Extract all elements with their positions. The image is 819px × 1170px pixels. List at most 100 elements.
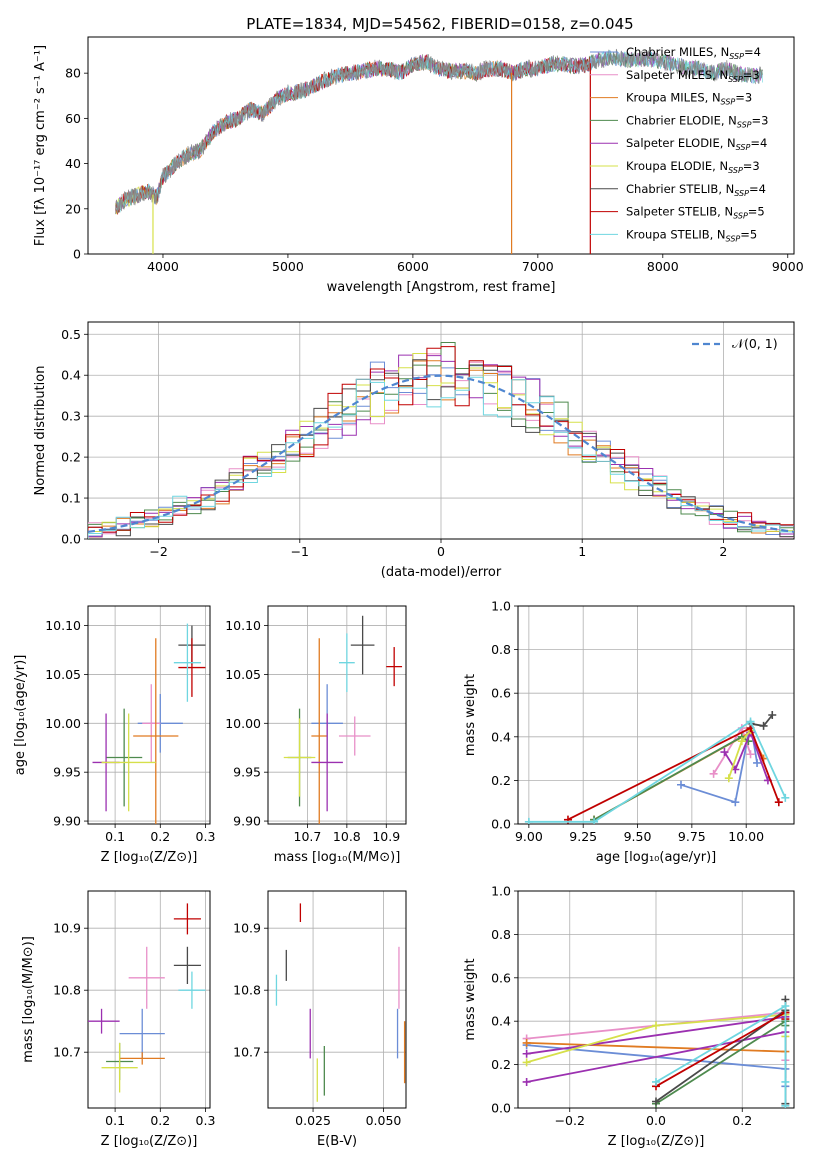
residual_hist-xtick-label: −2 — [149, 544, 167, 559]
line-chabrier-stelib-marker — [768, 711, 777, 719]
residual_hist-ytick-label: 0.2 — [61, 450, 81, 465]
weight_vs_Z-xtick-label: 0.2 — [732, 1113, 752, 1128]
line-kroupa-stelib-marker — [746, 717, 755, 726]
line-salpeter-miles-marker — [709, 769, 718, 778]
mass_vs_Z-ytick-label: 10.7 — [53, 1045, 81, 1060]
residual_hist-ytick-label: 0.4 — [61, 368, 81, 383]
age_vs_mass-xtick-label: 10.9 — [372, 829, 400, 844]
weight_vs_age-xtick-label: 10.00 — [728, 829, 764, 844]
line-kroupa-elodie-marker — [652, 1021, 660, 1030]
age_vs_Z-xlabel: Z [log₁₀(Z/Z⊙)] — [101, 850, 198, 865]
age_vs_mass-xlabel: mass [log₁₀(M/M⊙)] — [274, 850, 401, 865]
mass_vs_Z-xlabel: Z [log₁₀(Z/Z⊙)] — [101, 1134, 198, 1149]
normal-distribution-curve — [88, 374, 794, 533]
weight_vs_Z-ytick-label: 1.0 — [491, 884, 511, 899]
line-salpeter-stelib-marker — [774, 798, 783, 807]
weight_vs_age-ytick-label: 0.8 — [491, 642, 511, 657]
line-kroupa-elodie-marker — [737, 737, 746, 746]
model-line-kroupa-stelib — [115, 50, 763, 213]
line-kroupa-stelib-marker — [652, 1077, 660, 1086]
weight_vs_Z-ytick-label: 0.4 — [491, 1014, 511, 1029]
age_vs_Z-ylabel: age [log₁₀(age/yr)] — [13, 655, 28, 776]
line-kroupa-miles-marker — [522, 1038, 531, 1047]
legend-label: Kroupa ELODIE, NSSP=3 — [626, 159, 760, 175]
spectrum-ylabel: Flux [fλ 10⁻¹⁷ erg cm⁻² s⁻¹ A⁻¹] — [33, 45, 48, 246]
line-chabrier-stelib-marker — [652, 1097, 660, 1106]
age_vs_Z-ytick-label: 10.00 — [45, 716, 81, 731]
mass_vs_Z-ytick-label: 10.8 — [53, 983, 81, 998]
legend-label: Salpeter STELIB, NSSP=5 — [626, 205, 765, 221]
weight_vs_age-ytick-label: 0.4 — [491, 729, 511, 744]
line-kroupa-stelib-marker — [781, 1101, 790, 1108]
age_vs_mass-ytick-label: 10.10 — [225, 618, 261, 633]
mass_vs_Z-xtick-label: 0.2 — [150, 1113, 170, 1128]
residual_hist-xtick-label: 0 — [437, 544, 445, 559]
line-salpeter-elodie-marker — [522, 1049, 531, 1058]
spectrum-xtick-label: 6000 — [397, 259, 429, 274]
weight_vs_Z-xtick-label: −0.2 — [555, 1113, 585, 1128]
legend-label: Kroupa STELIB, NSSP=5 — [626, 227, 757, 243]
line-kroupa-stelib — [528, 720, 787, 823]
line-kroupa-stelib-marker — [781, 1002, 790, 1011]
weight_vs_age-axes: 9.00 9.25 9.50 9.75 10.00 0.0 0.2 0.4 0.6 0.8 1.0 a… — [463, 599, 795, 865]
residual_hist-ylabel: Normed distribution — [33, 366, 48, 496]
age_vs_Z-ytick-label: 9.90 — [53, 814, 81, 829]
age_vs_mass-plot-area — [283, 615, 403, 824]
age_vs_mass-ytick-label: 9.95 — [233, 765, 261, 780]
age_vs_mass-xtick-label: 10.8 — [333, 829, 361, 844]
mass_vs_ebv-xlabel: E(B-V) — [317, 1134, 357, 1149]
mass_vs_ebv-ytick-label: 10.9 — [233, 921, 261, 936]
residual_hist-axes: −2 −1 0 1 2 0.0 0.1 0.2 0.3 0.4 0.5 (data-model)/er… — [33, 321, 795, 580]
residual_hist-xtick-label: 2 — [719, 544, 727, 559]
age_vs_mass-frame — [267, 605, 407, 825]
spectrum-xtick-label: 7000 — [522, 259, 554, 274]
line-salpeter-miles-marker — [746, 750, 755, 759]
spectrum-ytick-label: 40 — [65, 156, 81, 171]
mass_vs_ebv-ytick-label: 10.7 — [233, 1045, 261, 1060]
weight_vs_Z-ytick-label: 0.8 — [491, 927, 511, 942]
age_vs_mass-ytick-label: 10.00 — [225, 716, 261, 731]
line-kroupa-stelib-marker — [781, 793, 790, 802]
spectrum-xtick-label: 8000 — [647, 259, 679, 274]
legend-label: Chabrier STELIB, NSSP=4 — [626, 182, 766, 198]
histogram-step-salpeter-stelib — [88, 346, 794, 539]
line-kroupa-stelib-marker — [781, 1077, 790, 1086]
mass_vs_ebv-ytick-label: 10.8 — [233, 983, 261, 998]
line-kroupa-stelib-marker — [524, 817, 533, 824]
observed-spectrum-line — [115, 48, 764, 215]
line-chabrier-stelib-marker — [759, 721, 768, 730]
weight_vs_age-xtick-label: 9.00 — [515, 829, 543, 844]
mass_vs_ebv-xtick-label: 0.050 — [366, 1113, 402, 1128]
plots: 4000 5000 6000 7000 8000 9000020406080wavelen… — [13, 36, 804, 1149]
legend-label: Salpeter ELODIE, NSSP=4 — [626, 136, 767, 152]
line-chabrier-miles-marker — [753, 758, 762, 767]
mass_vs_Z-frame — [87, 890, 211, 1109]
line-kroupa-stelib-marker — [590, 817, 599, 824]
residual_hist-ytick-label: 0.0 — [61, 532, 81, 547]
spectrum-frame — [87, 36, 795, 255]
mass_vs_ebv-axes: 0.025 0.050 10.7 10.8 10.9 E(B-V) — [233, 890, 407, 1149]
weight_vs_age-ytick-label: 1.0 — [491, 599, 511, 614]
line-chabrier-miles-marker — [731, 798, 740, 807]
residual_hist-frame — [87, 321, 795, 540]
line-salpeter-elodie-marker — [522, 1077, 531, 1086]
age_vs_Z-plot-area — [92, 623, 206, 824]
weight_vs_age-ytick-label: 0.2 — [491, 773, 511, 788]
weight_vs_age-ytick-label: 0.0 — [491, 817, 511, 832]
spectrum-ytick-label: 80 — [65, 66, 81, 81]
histogram-step-salpeter-elodie — [88, 354, 794, 539]
age_vs_mass-ytick-label: 10.05 — [225, 667, 261, 682]
weight_vs_age-frame — [517, 605, 795, 825]
age_vs_Z-ytick-label: 10.10 — [45, 618, 81, 633]
weight_vs_Z-ytick-label: 0.6 — [491, 970, 511, 985]
age_vs_Z-ytick-label: 9.95 — [53, 765, 81, 780]
weight_vs_age-xtick-label: 9.75 — [678, 829, 706, 844]
weight_vs_age-xtick-label: 9.50 — [624, 829, 652, 844]
age_vs_Z-xtick-label: 0.3 — [196, 829, 216, 844]
spectrum-ytick-label: 20 — [65, 201, 81, 216]
age_vs_mass-ytick-label: 9.90 — [233, 814, 261, 829]
spectrum-xtick-label: 5000 — [272, 259, 304, 274]
age_vs_mass-axes: 10.7 10.8 10.9 9.90 9.95 10.00 10.05 10.10 mass … — [225, 605, 407, 865]
line-kroupa-elodie-marker — [724, 774, 733, 783]
